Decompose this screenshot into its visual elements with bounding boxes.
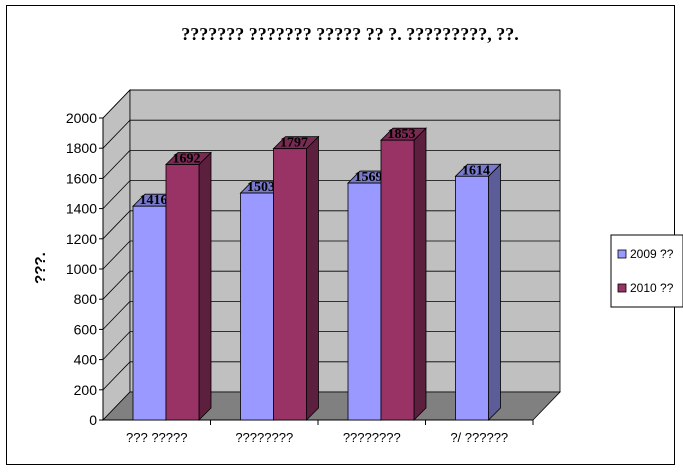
- legend-label-2009: 2009 ??: [630, 247, 674, 261]
- bar-2009 ??-1: [240, 192, 274, 421]
- bar-2010 ??-2: [380, 139, 415, 421]
- data-label: 1692: [173, 152, 201, 167]
- y-tick-label: 800: [74, 291, 98, 307]
- x-tick-label: ??? ?????: [126, 430, 187, 445]
- bar-side: [413, 127, 427, 421]
- y-axis-label: ???.: [32, 252, 49, 284]
- data-label: 1853: [388, 127, 416, 142]
- x-tick-label: ?/ ??????: [450, 430, 508, 445]
- bar-side: [306, 135, 319, 421]
- data-label: 1569: [355, 170, 383, 185]
- x-tick-label: ????????: [235, 430, 293, 445]
- y-tick-label: 1800: [66, 140, 97, 156]
- gridline: [102, 89, 560, 119]
- chart-title: ??????? ??????? ????? ?? ?. ?????????, ?…: [181, 24, 519, 44]
- y-tick-label: 1600: [66, 170, 97, 186]
- bar-side: [198, 151, 212, 421]
- y-tick-label: 200: [74, 382, 98, 398]
- legend-swatch-2010: [617, 283, 627, 293]
- gridline: [102, 119, 560, 149]
- y-tick-label: 1000: [66, 261, 97, 277]
- y-tick-label: 600: [74, 321, 98, 337]
- y-tick-label: 400: [74, 352, 98, 368]
- data-label: 1503: [247, 180, 275, 195]
- bar-2010 ??-1: [273, 148, 307, 421]
- legend: 2009 ?? 2010 ??: [610, 234, 683, 308]
- y-tick-label: 1200: [66, 231, 97, 247]
- x-tick-label: ????????: [343, 430, 401, 445]
- bar-2009 ??-3: [455, 175, 489, 421]
- bar-2010 ??-0: [165, 164, 200, 421]
- legend-box: [610, 234, 683, 308]
- bar-2009 ??-2: [347, 182, 382, 421]
- y-tick-label: 1400: [66, 201, 97, 217]
- legend-swatch-2009: [617, 249, 627, 259]
- legend-label-2010: 2010 ??: [630, 281, 674, 295]
- data-label: 1797: [280, 136, 308, 151]
- data-label: 1416: [140, 193, 168, 208]
- bar-side: [488, 163, 501, 421]
- data-label: 1614: [462, 163, 490, 178]
- y-tick-label: 0: [89, 412, 97, 428]
- y-tick-label: 2000: [66, 110, 97, 126]
- bar-2009 ??-0: [132, 205, 167, 421]
- plot-area: 0 200 400 600 800 1000 1200 1400 1600 1800 2000 141…: [66, 89, 561, 445]
